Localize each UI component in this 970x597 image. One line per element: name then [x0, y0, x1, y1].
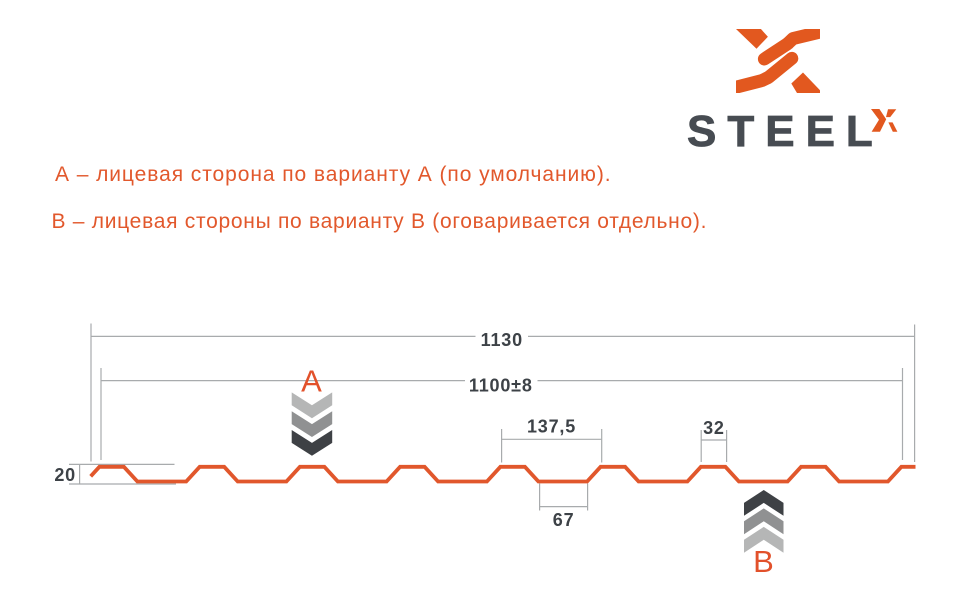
svg-text:A: A	[301, 364, 322, 399]
svg-text:20: 20	[54, 465, 76, 485]
svg-text:67: 67	[553, 510, 575, 530]
svg-text:137,5: 137,5	[527, 417, 576, 437]
svg-text:B: B	[753, 544, 774, 579]
svg-text:1130: 1130	[481, 330, 523, 350]
svg-text:1100±8: 1100±8	[469, 376, 533, 396]
svg-text:32: 32	[703, 418, 725, 438]
